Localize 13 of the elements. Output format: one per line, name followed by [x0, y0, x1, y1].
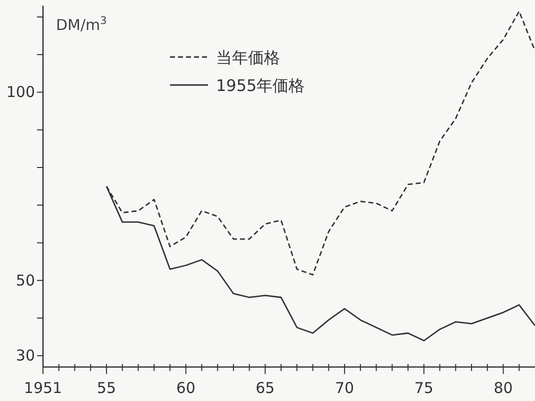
x-tick-label: 55	[96, 379, 116, 397]
x-tick-label: 75	[414, 379, 434, 397]
y-tick-label: 100	[6, 83, 35, 102]
legend-label: 1955年価格	[216, 76, 305, 95]
y-tick-label: 50	[16, 271, 35, 290]
x-tick-label: 70	[335, 379, 354, 397]
x-tick-label: 1951	[24, 379, 62, 397]
x-tick-label: 80	[494, 379, 513, 397]
x-tick-label: 60	[176, 379, 196, 397]
y-axis-title: DM/m$^{3}$	[56, 15, 107, 34]
x-tick-label: 65	[256, 379, 275, 397]
legend-label: 当年価格	[216, 48, 280, 67]
y-tick-label: 30	[16, 346, 35, 365]
